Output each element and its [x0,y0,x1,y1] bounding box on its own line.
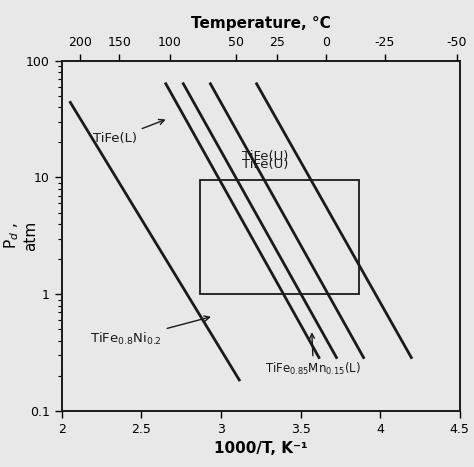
Text: TiFe$_{0.8}$Ni$_{0.2}$: TiFe$_{0.8}$Ni$_{0.2}$ [90,316,210,347]
X-axis label: 1000/T, K⁻¹: 1000/T, K⁻¹ [214,441,308,456]
Y-axis label: P$_d$ ,
atm: P$_d$ , atm [2,221,38,251]
X-axis label: Temperature, °C: Temperature, °C [191,15,330,30]
Text: TiFe(L): TiFe(L) [93,120,164,145]
Bar [200,180,359,294]
Text: TiFe(U): TiFe(U) [242,158,288,171]
Text: TiFe$_{0.85}$Mn$_{0.15}$(L): TiFe$_{0.85}$Mn$_{0.15}$(L) [265,334,362,377]
Text: TiFe(U): TiFe(U) [242,150,288,163]
